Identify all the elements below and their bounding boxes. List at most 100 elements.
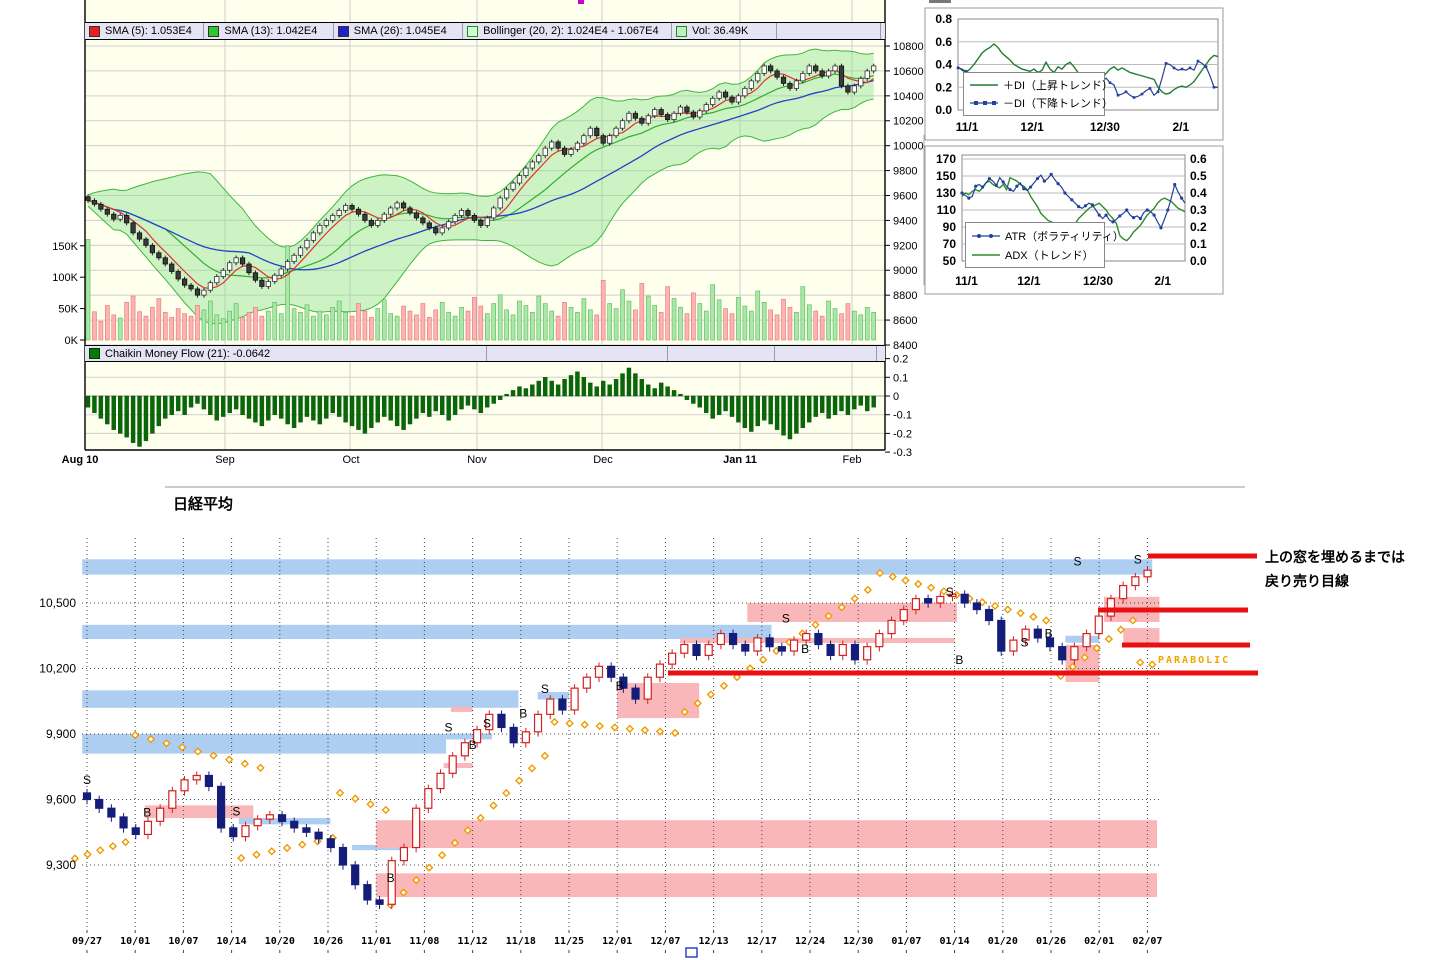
nikkei-x-label: 10/14 [217, 936, 247, 947]
legend-item-bollinger[interactable]: Bollinger (20, 2): 1.024E4 - 1.067E4 [463, 23, 673, 39]
candle-body [780, 76, 787, 84]
cmf-bar [420, 395, 426, 414]
cmf-axis-label: -0.2 [893, 428, 912, 440]
nikkei-x-label: 11/18 [506, 936, 536, 947]
cmf-bar [98, 395, 104, 419]
dmi-y-label: 0.4 [935, 58, 952, 72]
legend-empty-cell [668, 346, 775, 361]
parabolic-sar-dot [939, 587, 949, 596]
cmf-bar [407, 395, 413, 425]
parabolic-sar-dot [693, 699, 702, 708]
time-axis-label: Oct [342, 454, 359, 466]
clipped-text-fragment [929, 0, 951, 3]
atr-marker [974, 184, 978, 188]
volume-bar [272, 302, 278, 341]
candle-body [452, 215, 458, 223]
volume-bar [330, 307, 336, 341]
atr-x-label: 12/1 [1017, 274, 1041, 288]
candle-body [104, 208, 110, 215]
candle-body [149, 244, 155, 254]
pink-zone [376, 820, 1158, 848]
volume-bar [542, 303, 548, 341]
candle-body [765, 637, 774, 648]
legend-item-cmf[interactable]: Chaikin Money Flow (21): -0.0642 [85, 346, 487, 361]
legend-item-atr[interactable]: ATR（ボラティリティ） [972, 228, 1124, 244]
cmf-bar [774, 395, 780, 430]
volume-bar [575, 312, 580, 341]
volume-bar [871, 312, 876, 341]
candle-body [819, 70, 825, 77]
volume-bar [105, 305, 110, 341]
parabolic-sar-dot [256, 763, 265, 773]
dmi-y-label: 0.6 [935, 35, 952, 49]
cmf-bar [130, 395, 136, 443]
adx-label: ADX（トレンド） [1005, 249, 1094, 262]
candle-body [503, 188, 510, 199]
dmi-x-label: 11/1 [956, 120, 979, 134]
candle-body [582, 676, 591, 689]
legend-item-sma26[interactable]: SMA (26): 1.045E4 [334, 23, 464, 39]
cmf-bar [575, 371, 580, 397]
pink-zone [450, 706, 473, 712]
legend-item-volume[interactable]: Vol: 36.49K [672, 23, 777, 39]
candle-body [800, 73, 806, 82]
cmf-bar [787, 395, 793, 440]
parabolic-sar-dot [298, 840, 307, 849]
atr-label: ATR（ボラティリティ） [1005, 230, 1124, 243]
atr-marker [1138, 216, 1142, 221]
candle-body [997, 619, 1006, 652]
candle-body [394, 202, 400, 209]
bollinger-band-area [88, 49, 874, 324]
nikkei-x-label: 12/07 [650, 936, 680, 947]
legend-item-sma13[interactable]: SMA (13): 1.042E4 [204, 23, 334, 39]
cmf-bar [394, 395, 400, 427]
cmf-bar [240, 395, 245, 415]
candle-body [180, 779, 189, 792]
cmf-bar [304, 395, 310, 417]
atr-marker [1063, 191, 1067, 195]
cmf-legend-bar: Chaikin Money Flow (21): -0.0642 [85, 345, 885, 362]
legend-item-plus-di[interactable]: ＋DI（上昇トレンド） [970, 77, 1113, 93]
candle-body [1106, 598, 1116, 617]
candle-body [310, 232, 317, 241]
candle-body [107, 807, 116, 818]
buy-signal-marker: B [955, 653, 963, 667]
parabolic-sar-dot [1128, 616, 1138, 625]
cmf-bar [865, 395, 870, 412]
volume-bar [736, 296, 741, 341]
candle-body [1082, 632, 1091, 648]
candle-body [478, 220, 484, 226]
parabolic-sar-dot [515, 776, 524, 785]
candle-body [533, 713, 543, 733]
time-axis-label: Nov [467, 454, 487, 466]
cmf-bar [800, 395, 806, 428]
candle-body [887, 619, 896, 635]
parabolic-sar-dot [914, 579, 923, 589]
candle-body [233, 257, 239, 264]
legend-item-minus-di[interactable]: －DI（下降トレンド） [970, 95, 1113, 111]
volume-bar [703, 310, 709, 341]
cmf-bar [633, 373, 638, 397]
volume-bar [420, 303, 426, 341]
atr-marker [1077, 205, 1081, 209]
legend-item-sma5[interactable]: SMA (5): 1.053E4 [85, 23, 205, 39]
volume-bar [562, 302, 567, 341]
sell-signal-marker: S [83, 773, 91, 787]
nikkei-x-label: 10/26 [313, 936, 343, 947]
cmf-bar [214, 395, 220, 421]
cmf-bar [188, 395, 194, 408]
candle-body [542, 147, 548, 157]
candle-body [381, 213, 387, 221]
minus-di-marker [956, 66, 960, 70]
minus-di-marker [1196, 59, 1200, 63]
candle-body [368, 220, 374, 226]
parabolic-sar-dot [540, 751, 550, 761]
candle-body [420, 217, 426, 224]
adx-y-label: 0.5 [1190, 169, 1207, 183]
volume-bar [555, 315, 561, 341]
blue-zone [537, 692, 569, 700]
legend-item-adx[interactable]: ADX（トレンド） [972, 247, 1098, 263]
nikkei-x-label: 01/14 [940, 936, 970, 947]
volume-bar [433, 309, 439, 341]
